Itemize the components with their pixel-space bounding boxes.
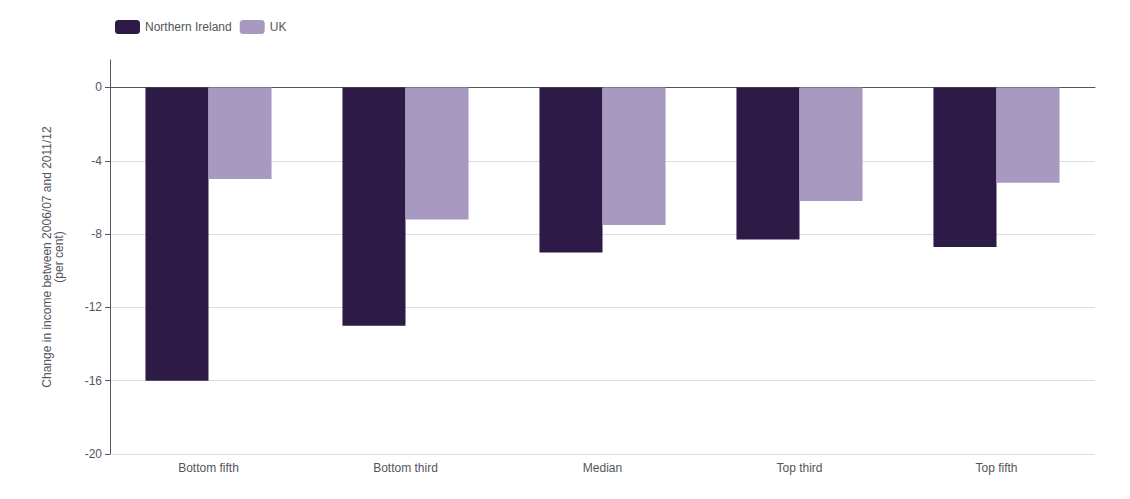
- svg-text:Change in income between 2006/: Change in income between 2006/07 and 201…: [40, 126, 54, 388]
- svg-text:Median: Median: [583, 461, 622, 475]
- svg-text:Bottom third: Bottom third: [373, 461, 438, 475]
- svg-text:-4: -4: [91, 154, 102, 168]
- svg-text:-12: -12: [85, 300, 103, 314]
- svg-text:UK: UK: [270, 20, 287, 34]
- svg-text:Bottom fifth: Bottom fifth: [178, 461, 239, 475]
- svg-text:(per cent): (per cent): [52, 231, 66, 282]
- svg-text:Top third: Top third: [776, 461, 822, 475]
- svg-text:-20: -20: [85, 447, 103, 461]
- svg-text:-8: -8: [91, 227, 102, 241]
- svg-text:-16: -16: [85, 374, 103, 388]
- svg-text:Northern Ireland: Northern Ireland: [145, 20, 232, 34]
- svg-text:Top fifth: Top fifth: [975, 461, 1017, 475]
- svg-text:0: 0: [95, 80, 102, 94]
